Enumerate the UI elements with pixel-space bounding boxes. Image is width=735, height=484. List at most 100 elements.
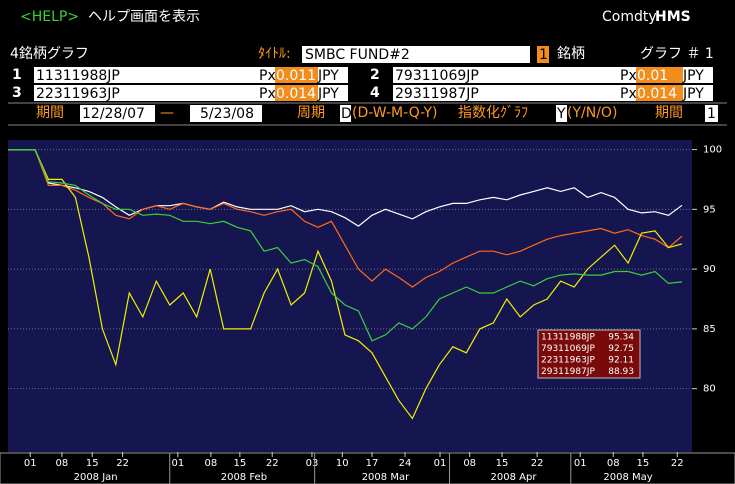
screen-title: 4銘柄グラフ [10,46,89,62]
legend-value: 92.11 [608,356,634,366]
legend-value: 92.75 [608,344,634,354]
x-tick-label: 01 [574,458,587,469]
y-tick-label: 95 [703,204,716,215]
month-label: 2008 Jan [74,472,118,483]
series-line [8,149,683,420]
currency: JPY [682,68,704,84]
ticker-box[interactable] [393,85,618,101]
ticker[interactable]: 79311069JP [395,68,479,84]
ticker-box[interactable] [34,67,257,83]
index-options: (Y/N/O) [567,105,617,121]
month-label: 2008 Apr [491,472,538,483]
x-tick-label: 15 [637,458,650,469]
ticker[interactable]: 22311963JP [36,86,120,102]
ticker[interactable]: 11311988JP [36,68,120,84]
px-value[interactable]: 0.014 [637,86,677,102]
legend-box [537,329,641,379]
ticker[interactable]: 29311987JP [395,86,479,102]
currency: JPY [317,68,339,84]
x-tick-label: 08 [205,458,218,469]
freq-box[interactable] [340,105,351,122]
page-label: 銘柄 [557,46,585,62]
y-tick-label: 85 [703,324,716,335]
period-label: 期間 [36,105,64,121]
currency: JPY [682,86,704,102]
x-tick-label: 01 [24,458,37,469]
securities: 1 11311988JP Px 0.011 JPY 2 79311069JP Px 0.01 JP… [12,67,713,102]
px-label: Px [620,68,637,84]
x-tick-label: 10 [336,458,349,469]
legend-name: 79311069JP [541,344,595,354]
x-tick-label: 22 [531,458,544,469]
px-value[interactable]: 0.014 [276,86,316,102]
period2-box[interactable] [705,105,718,122]
chart: 100 95 90 85 80 01 08 15 22 01 08 15 22 03 10 17 24 01 08 1… [8,145,722,484]
month-label: 2008 Mar [362,472,410,483]
index-box[interactable] [556,105,567,122]
legend-name: 29311987JP [541,367,595,377]
start-box[interactable] [80,105,155,122]
px-label: Px [620,86,637,102]
freq-label: 周期 [297,105,325,121]
px-value-box[interactable] [275,85,318,101]
end-box[interactable] [190,105,262,122]
px-value[interactable]: 0.011 [276,68,316,84]
px-value[interactable]: 0.01 [637,68,668,84]
ticker-box[interactable] [34,85,257,101]
legend-value: 88.93 [608,367,634,377]
plot-area [8,140,692,452]
x-tick-label: 15 [496,458,509,469]
security-number: 3 [12,85,22,101]
x-tick-label: 15 [86,458,99,469]
date-dash: — [160,105,174,121]
legend-value: 95.34 [608,333,634,343]
index[interactable]: Y [556,106,566,122]
page-number[interactable]: 1 [539,47,548,63]
month-label: 2008 Feb [221,472,267,483]
px-value-box[interactable] [636,67,683,83]
px-value-box[interactable] [636,85,683,101]
x-tick-label: 08 [463,458,476,469]
x-tick-label: 03 [306,458,319,469]
y-tick-label: 80 [703,384,716,395]
series-line [8,149,683,288]
x-axis-area [0,452,735,484]
px-value-box[interactable] [275,67,318,83]
currency: JPY [317,86,339,102]
help-key[interactable]: <HELP> [20,9,79,25]
x-tick-label: 08 [56,458,69,469]
x-tick-label: 22 [266,458,279,469]
title-field[interactable]: SMBC FUND#2 [305,47,410,63]
security-number: 1 [12,67,22,83]
series-line [8,149,683,342]
x-tick-label: 08 [607,458,620,469]
x-tick-label: 17 [366,458,379,469]
graph-label: グラフ ＃ 1 [640,46,714,62]
security-number: 4 [370,85,380,101]
period2-label: 期間 [655,105,683,121]
y-tick-label: 100 [703,145,722,156]
legend-name: 11311988JP [541,333,595,343]
x-tick-label: 22 [116,458,129,469]
x-tick-label: 24 [399,458,412,469]
end-date[interactable]: 5/23/08 [200,106,254,122]
x-tick-label: 22 [671,458,684,469]
freq[interactable]: D [341,106,352,122]
px-label: Px [259,68,276,84]
month-label: 2008 May [603,472,652,483]
period2[interactable]: 1 [707,106,716,122]
start-date[interactable]: 12/28/07 [82,106,145,122]
page-box[interactable] [537,46,549,63]
freq-options: (D-W-M-Q-Y) [352,105,438,121]
ticker-box[interactable] [393,67,618,83]
brand-bold: HMS [655,9,691,25]
title-field-box[interactable] [302,46,530,63]
help-text: ヘルプ画面を表示 [88,9,200,25]
legend-name: 22311963JP [541,356,595,366]
index-label: 指数化ｸﾞﾗﾌ [458,105,528,121]
security-number: 2 [370,67,380,83]
x-tick-label: 15 [233,458,246,469]
title-field-label: ﾀｲﾄﾙ: [258,46,291,62]
